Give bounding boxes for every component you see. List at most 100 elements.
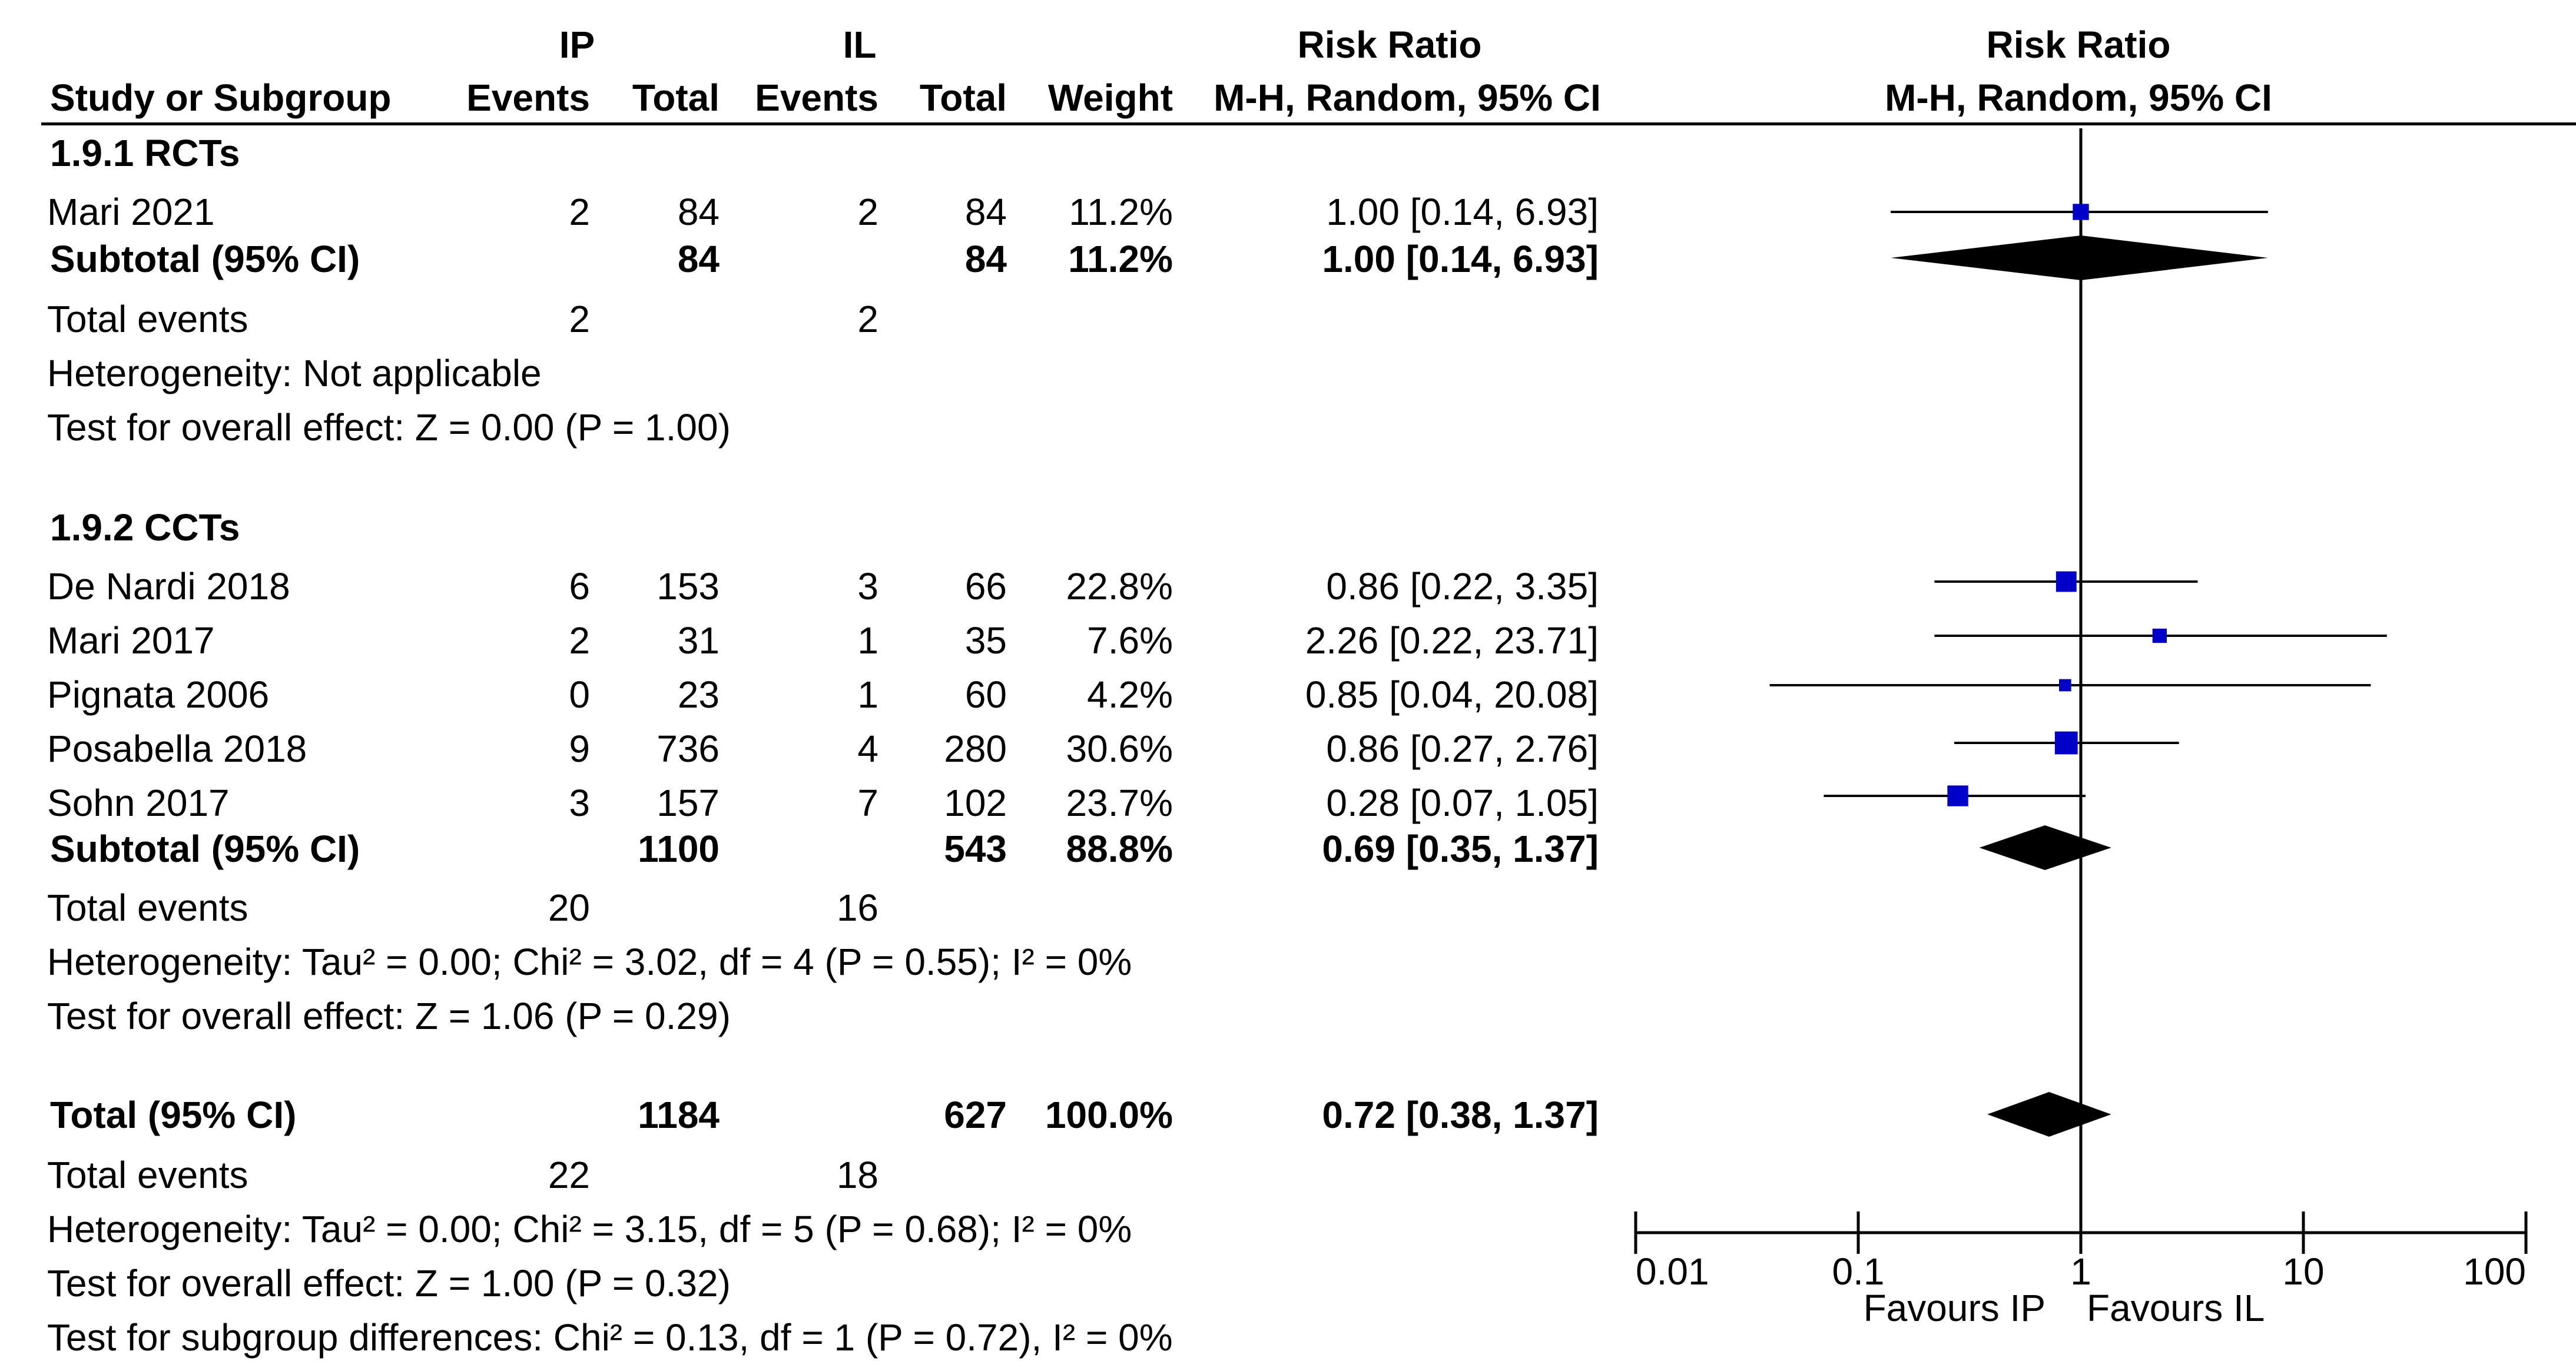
total-weight: 100.0% xyxy=(1045,1094,1173,1136)
heterogeneity-text: Heterogeneity: Tau² = 0.00; Chi² = 3.15,… xyxy=(47,1208,1132,1250)
study-name: Posabella 2018 xyxy=(47,728,307,770)
subtotal-weight: 88.8% xyxy=(1066,828,1173,870)
overall-effect-text: Test for overall effect: Z = 1.06 (P = 0… xyxy=(47,995,731,1037)
study-n1: 157 xyxy=(657,782,720,824)
weight-header: Weight xyxy=(1047,77,1173,119)
study-name: Pignata 2006 xyxy=(47,673,270,716)
method-col-header: M-H, Random, 95% CI xyxy=(1214,77,1601,119)
study-ci: 0.86 [0.22, 3.35] xyxy=(1326,565,1599,608)
study-weight: 30.6% xyxy=(1066,728,1173,770)
group1-header: IP xyxy=(559,24,595,66)
subtotal-n2: 543 xyxy=(944,828,1007,870)
total-events-e2: 2 xyxy=(857,298,878,340)
study-point-marker xyxy=(2152,628,2167,643)
study-n1: 153 xyxy=(657,565,720,608)
study-point-marker xyxy=(2054,731,2078,755)
study-name: Mari 2017 xyxy=(47,619,215,662)
study-n1: 84 xyxy=(677,191,720,233)
total-events-label: Total events xyxy=(47,298,248,340)
study-ci: 0.28 [0.07, 1.05] xyxy=(1326,782,1599,824)
study-ci: 2.26 [0.22, 23.71] xyxy=(1305,619,1599,662)
total-events-e1: 2 xyxy=(569,298,590,340)
x-tick-label: 1 xyxy=(2070,1250,2091,1293)
study-col-header: Study or Subgroup xyxy=(50,77,392,119)
subgroup-diff-text: Test for subgroup differences: Chi² = 0.… xyxy=(47,1316,1173,1359)
study-e1: 0 xyxy=(569,673,590,716)
study-weight: 23.7% xyxy=(1066,782,1173,824)
study-name: Sohn 2017 xyxy=(47,782,230,824)
total-n1: 1184 xyxy=(638,1094,720,1136)
events2-header: Events xyxy=(755,77,878,119)
subgroup2-title: 1.9.2 CCTs xyxy=(50,506,240,549)
subtotal-weight: 11.2% xyxy=(1068,238,1173,280)
study-name: De Nardi 2018 xyxy=(47,565,290,608)
overall-effect-text: Test for overall effect: Z = 1.00 (P = 0… xyxy=(47,1262,731,1304)
subtotal-label: Subtotal (95% CI) xyxy=(50,238,360,280)
study-n2: 60 xyxy=(964,673,1007,716)
overall-effect-text: Test for overall effect: Z = 0.00 (P = 1… xyxy=(47,406,731,449)
study-point-marker xyxy=(2056,571,2077,592)
heterogeneity-text: Heterogeneity: Not applicable xyxy=(47,352,542,394)
summary-diamond xyxy=(1891,235,2268,280)
study-e2: 2 xyxy=(857,191,878,233)
total-events-e1: 20 xyxy=(548,887,590,929)
subtotal-label: Subtotal (95% CI) xyxy=(50,828,360,870)
study-e2: 4 xyxy=(857,728,878,770)
study-n2: 84 xyxy=(964,191,1007,233)
study-n2: 35 xyxy=(964,619,1007,662)
total-label: Total (95% CI) xyxy=(50,1094,297,1136)
risk-ratio-col-header: Risk Ratio xyxy=(1297,24,1482,66)
total-events-label: Total events xyxy=(47,1154,248,1196)
study-n1: 31 xyxy=(677,619,720,662)
subtotal-ci: 1.00 [0.14, 6.93] xyxy=(1322,238,1599,280)
study-n2: 280 xyxy=(944,728,1007,770)
method-plot-header: M-H, Random, 95% CI xyxy=(1885,77,2272,119)
total-events-label: Total events xyxy=(47,887,248,929)
study-e1: 9 xyxy=(569,728,590,770)
heterogeneity-text: Heterogeneity: Tau² = 0.00; Chi² = 3.02,… xyxy=(47,941,1132,983)
x-tick-label: 0.1 xyxy=(1832,1250,1885,1293)
study-weight: 11.2% xyxy=(1069,191,1173,233)
header-rule xyxy=(41,122,2576,125)
study-name: Mari 2021 xyxy=(47,191,215,233)
forest-table: IP IL Risk Ratio Risk Ratio Study or Sub… xyxy=(41,24,2576,1359)
study-ci: 1.00 [0.14, 6.93] xyxy=(1326,191,1599,233)
total-n2: 627 xyxy=(944,1094,1007,1136)
study-e1: 2 xyxy=(569,191,590,233)
study-e2: 1 xyxy=(857,673,878,716)
x-tick-label: 10 xyxy=(2282,1250,2324,1293)
total1-header: Total xyxy=(632,77,720,119)
total2-header: Total xyxy=(919,77,1007,119)
events1-header: Events xyxy=(466,77,590,119)
study-n1: 23 xyxy=(677,673,720,716)
group2-header: IL xyxy=(843,24,877,66)
subtotal-n1: 84 xyxy=(677,238,720,280)
study-point-marker xyxy=(2058,679,2071,692)
total-events-e2: 16 xyxy=(836,887,878,929)
summary-diamond xyxy=(1979,825,2111,870)
favours-right-label: Favours IL xyxy=(2087,1287,2265,1329)
summary-diamond xyxy=(1987,1092,2111,1137)
total-events-e2: 18 xyxy=(836,1154,878,1196)
subgroup1-title: 1.9.1 RCTs xyxy=(50,132,240,174)
subtotal-n1: 1100 xyxy=(638,828,720,870)
study-n1: 736 xyxy=(657,728,720,770)
study-point-marker xyxy=(2073,204,2089,220)
study-n2: 102 xyxy=(944,782,1007,824)
study-weight: 7.6% xyxy=(1087,619,1173,662)
subtotal-ci: 0.69 [0.35, 1.37] xyxy=(1322,828,1599,870)
study-n2: 66 xyxy=(964,565,1007,608)
risk-ratio-plot-header: Risk Ratio xyxy=(1986,24,2171,66)
x-tick-label: 100 xyxy=(2463,1250,2526,1293)
study-ci: 0.85 [0.04, 20.08] xyxy=(1305,673,1599,716)
study-point-marker xyxy=(1947,785,1968,806)
total-events-e1: 22 xyxy=(548,1154,590,1196)
total-ci: 0.72 [0.38, 1.37] xyxy=(1322,1094,1599,1136)
subtotal-n2: 84 xyxy=(964,238,1007,280)
study-e2: 1 xyxy=(857,619,878,662)
study-weight: 4.2% xyxy=(1087,673,1173,716)
study-e2: 3 xyxy=(857,565,878,608)
favours-left-label: Favours IP xyxy=(1864,1287,2045,1329)
study-e1: 6 xyxy=(569,565,590,608)
